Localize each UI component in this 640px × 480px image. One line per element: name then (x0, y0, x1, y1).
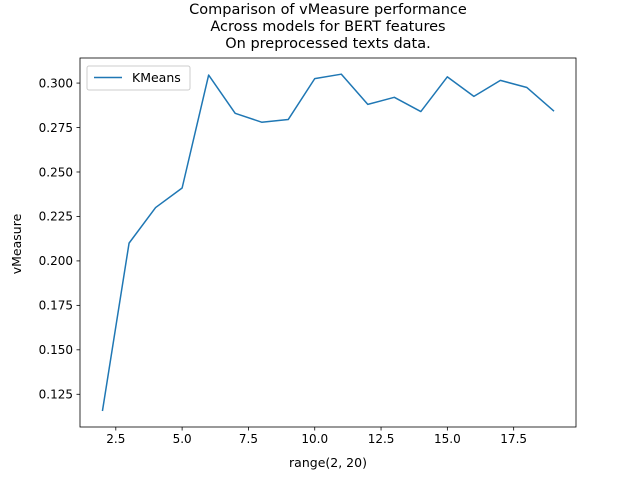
x-tick-label: 12.5 (368, 432, 395, 446)
x-tick-label: 10.0 (301, 432, 328, 446)
y-tick-label: 0.225 (39, 210, 73, 224)
axes-frame (79, 57, 577, 428)
y-tick-label: 0.300 (39, 76, 73, 90)
legend: KMeans (86, 65, 191, 91)
y-tick-label: 0.250 (39, 165, 73, 179)
chart-title: Comparison of vMeasure performance Acros… (189, 2, 467, 52)
title-line-1: Comparison of vMeasure performance (189, 2, 467, 18)
x-tick-label: 5.0 (173, 432, 192, 446)
x-tick-label: 2.5 (106, 432, 125, 446)
series-line-kmeans (101, 73, 555, 412)
x-tick-label: 15.0 (434, 432, 461, 446)
y-tick-label: 0.175 (39, 299, 73, 313)
y-tick-label: 0.275 (39, 121, 73, 135)
plot-area (79, 57, 577, 428)
title-line-2: Across models for BERT features (210, 19, 445, 35)
x-axis-label: range(2, 20) (289, 455, 367, 470)
y-tick-label: 0.125 (39, 388, 73, 402)
y-axis-label: vMeasure (9, 213, 24, 274)
x-axis-ticks: 2.5 5.0 7.5 10.0 12.5 15.0 17.5 (106, 427, 527, 446)
y-tick-label: 0.150 (39, 343, 73, 357)
x-tick-label: 7.5 (239, 432, 258, 446)
title-line-3: On preprocessed texts data. (225, 36, 431, 52)
legend-box (86, 65, 191, 91)
legend-kmeans-label: KMeans (132, 70, 181, 85)
x-tick-label: 17.5 (500, 432, 527, 446)
y-axis-ticks: 0.125 0.150 0.175 0.200 0.225 0.250 0.275 0.300 (39, 76, 80, 402)
y-tick-label: 0.200 (39, 254, 73, 268)
